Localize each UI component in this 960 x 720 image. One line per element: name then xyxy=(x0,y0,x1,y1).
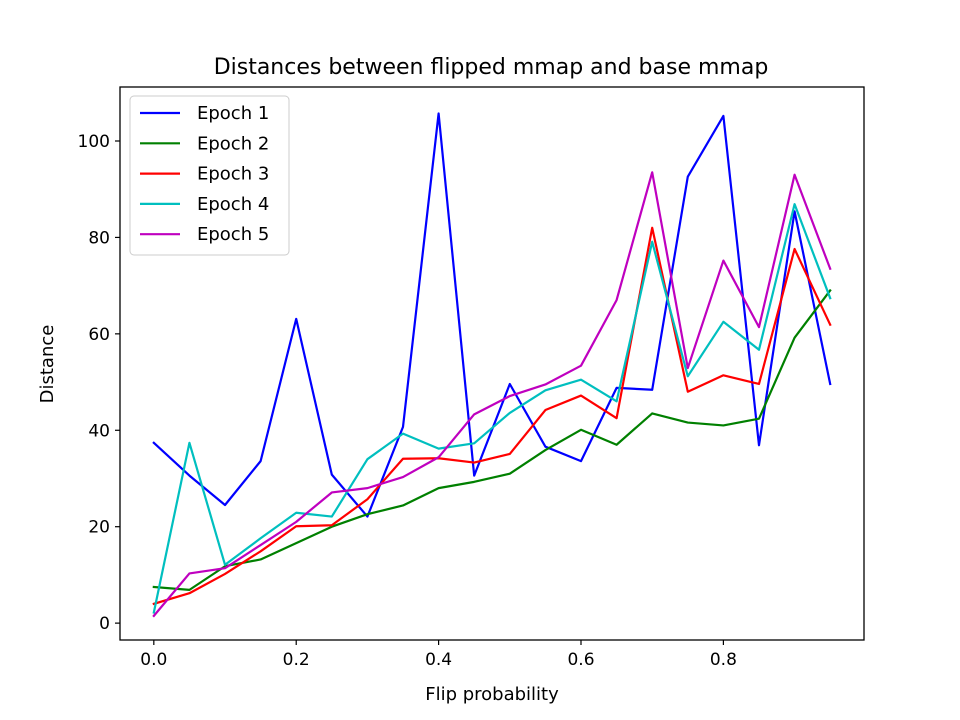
y-axis-label: Distance xyxy=(37,325,58,404)
legend-label-epoch-5: Epoch 5 xyxy=(197,224,269,245)
y-tick-label: 20 xyxy=(88,518,110,538)
legend: Epoch 1 Epoch 2 Epoch 3 Epoch 4 Epoch 5 xyxy=(129,95,290,256)
legend-label-epoch-1: Epoch 1 xyxy=(197,103,269,124)
chart-title: Distances between flipped mmap and base … xyxy=(214,55,769,80)
series-layer xyxy=(152,112,832,618)
y-tick-label: 40 xyxy=(88,421,110,441)
series-line-epoch-1 xyxy=(152,112,832,518)
y-axis: 0 20 40 60 80 100 xyxy=(78,132,120,634)
series-line-epoch-5 xyxy=(152,171,832,618)
legend-label-epoch-4: Epoch 4 xyxy=(197,194,269,215)
x-tick-label: 0.0 xyxy=(140,650,167,670)
series-line-epoch-4 xyxy=(152,203,832,614)
y-tick-label: 0 xyxy=(99,614,110,634)
x-tick-label: 0.2 xyxy=(283,650,310,670)
legend-items: Epoch 1 Epoch 2 Epoch 3 Epoch 4 Epoch 5 xyxy=(140,103,269,245)
series-line-epoch-2 xyxy=(152,288,832,591)
y-tick-label: 80 xyxy=(88,228,110,248)
x-tick-label: 0.4 xyxy=(425,650,452,670)
series-line-epoch-3 xyxy=(152,226,832,606)
x-axis-label: Flip probability xyxy=(425,684,559,705)
legend-label-epoch-2: Epoch 2 xyxy=(197,133,269,154)
legend-box xyxy=(129,95,290,256)
x-axis: 0.0 0.2 0.4 0.6 0.8 xyxy=(140,640,737,670)
y-tick-label: 60 xyxy=(88,325,110,345)
y-tick-label: 100 xyxy=(78,132,110,152)
x-tick-label: 0.6 xyxy=(567,650,594,670)
x-tick-label: 0.8 xyxy=(710,650,737,670)
plot-frame xyxy=(119,86,865,641)
legend-label-epoch-3: Epoch 3 xyxy=(197,164,269,185)
